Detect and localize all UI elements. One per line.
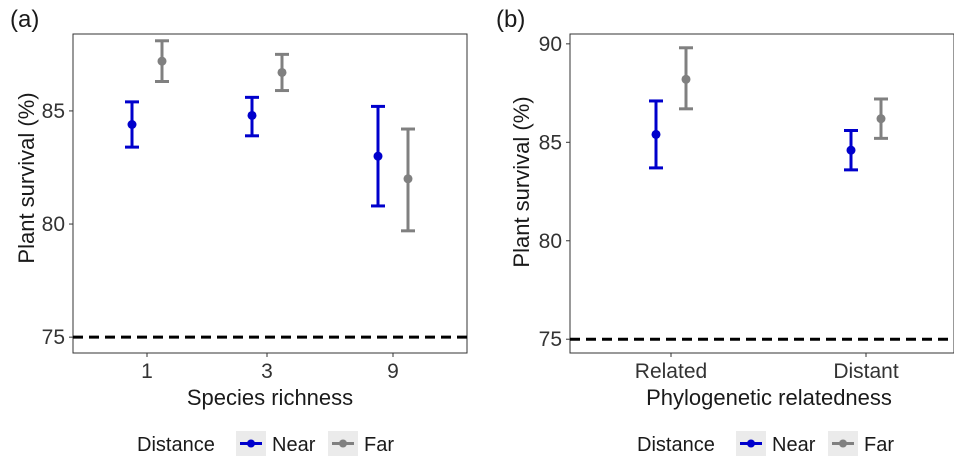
panel-a-legend-key-far [328,431,358,456]
panel-a-y-ticks: 75 80 85 [42,100,73,349]
near-errorbar [844,128,858,172]
near-point [127,119,137,129]
near-errorbar [371,104,385,208]
near-point [651,129,661,139]
panel-b-x-axis-title: Phylogenetic relatedness [646,385,892,410]
panel-b-legend-key-near [736,431,766,456]
panel-b-legend-label-far: Far [864,434,894,456]
panel-b-frame [569,33,954,354]
panel-a-y-axis-title: Plant survival (%) [14,92,39,263]
x-tick-label: Distant [833,360,899,383]
far-point [403,174,413,184]
panel-b-legend-key-far [828,431,858,456]
panel-a-x-ticks: 1 3 9 [141,353,399,383]
legend-near-point [747,439,755,448]
panel-a-legend-key-near [236,431,266,456]
legend-far-point [339,439,347,448]
y-tick-label: 75 [42,326,65,349]
panel-a-legend-label-near: Near [272,434,316,456]
panel-a-plot-area: 75 80 85 1 3 9 [42,33,468,383]
y-tick-label: 85 [539,131,562,154]
far-errorbar [155,39,169,84]
panel-b-legend-label-near: Near [772,434,816,456]
x-tick-label: 9 [387,360,399,383]
far-errorbar [401,127,415,233]
near-errorbar [649,99,663,170]
panel-b-tag: (b) [496,6,525,33]
panel-a-tag: (a) [10,6,39,33]
near-point [373,151,383,161]
far-point [157,56,167,66]
near-errorbar [245,95,259,138]
x-tick-label: 1 [141,360,153,383]
y-tick-label: 90 [539,33,562,56]
near-errorbar [125,100,139,149]
panel-a-legend-label-far: Far [364,434,394,456]
x-tick-label: 3 [261,360,273,383]
panel-b-legend-title: Distance [637,434,715,456]
near-point [846,145,856,155]
panel-b-plot-area: 75 80 85 90 Related Distant [539,33,954,383]
panel-a-x-axis-title: Species richness [187,385,353,410]
legend-far-point [839,439,847,448]
panel-b: (b) 75 80 85 90 Related Distant Plant surviv… [496,6,954,456]
y-tick-label: 85 [42,100,65,123]
panel-b-x-ticks: Related Distant [635,353,899,383]
far-point [277,67,287,77]
panel-b-marks [649,46,888,172]
panel-a: (a) 75 80 85 1 3 9 Plant survival (%) Specie… [10,6,468,456]
x-tick-label: Related [635,360,707,383]
far-errorbar [874,97,888,140]
panel-a-frame [72,33,468,354]
panel-b-y-axis-title: Plant survival (%) [509,96,534,267]
y-tick-label: 80 [539,230,562,253]
near-point [247,110,257,120]
y-tick-label: 75 [539,328,562,351]
far-errorbar [275,52,289,93]
panel-a-legend-title: Distance [137,434,215,456]
y-tick-label: 80 [42,213,65,236]
far-point [876,114,886,124]
legend-near-point [247,439,255,448]
far-point [681,74,691,84]
far-errorbar [679,46,693,111]
panel-b-y-ticks: 75 80 85 90 [539,33,570,351]
panel-a-marks [125,39,415,233]
panel-a-legend: Distance Near Far [137,431,394,456]
panel-b-legend: Distance Near Far [637,431,894,456]
